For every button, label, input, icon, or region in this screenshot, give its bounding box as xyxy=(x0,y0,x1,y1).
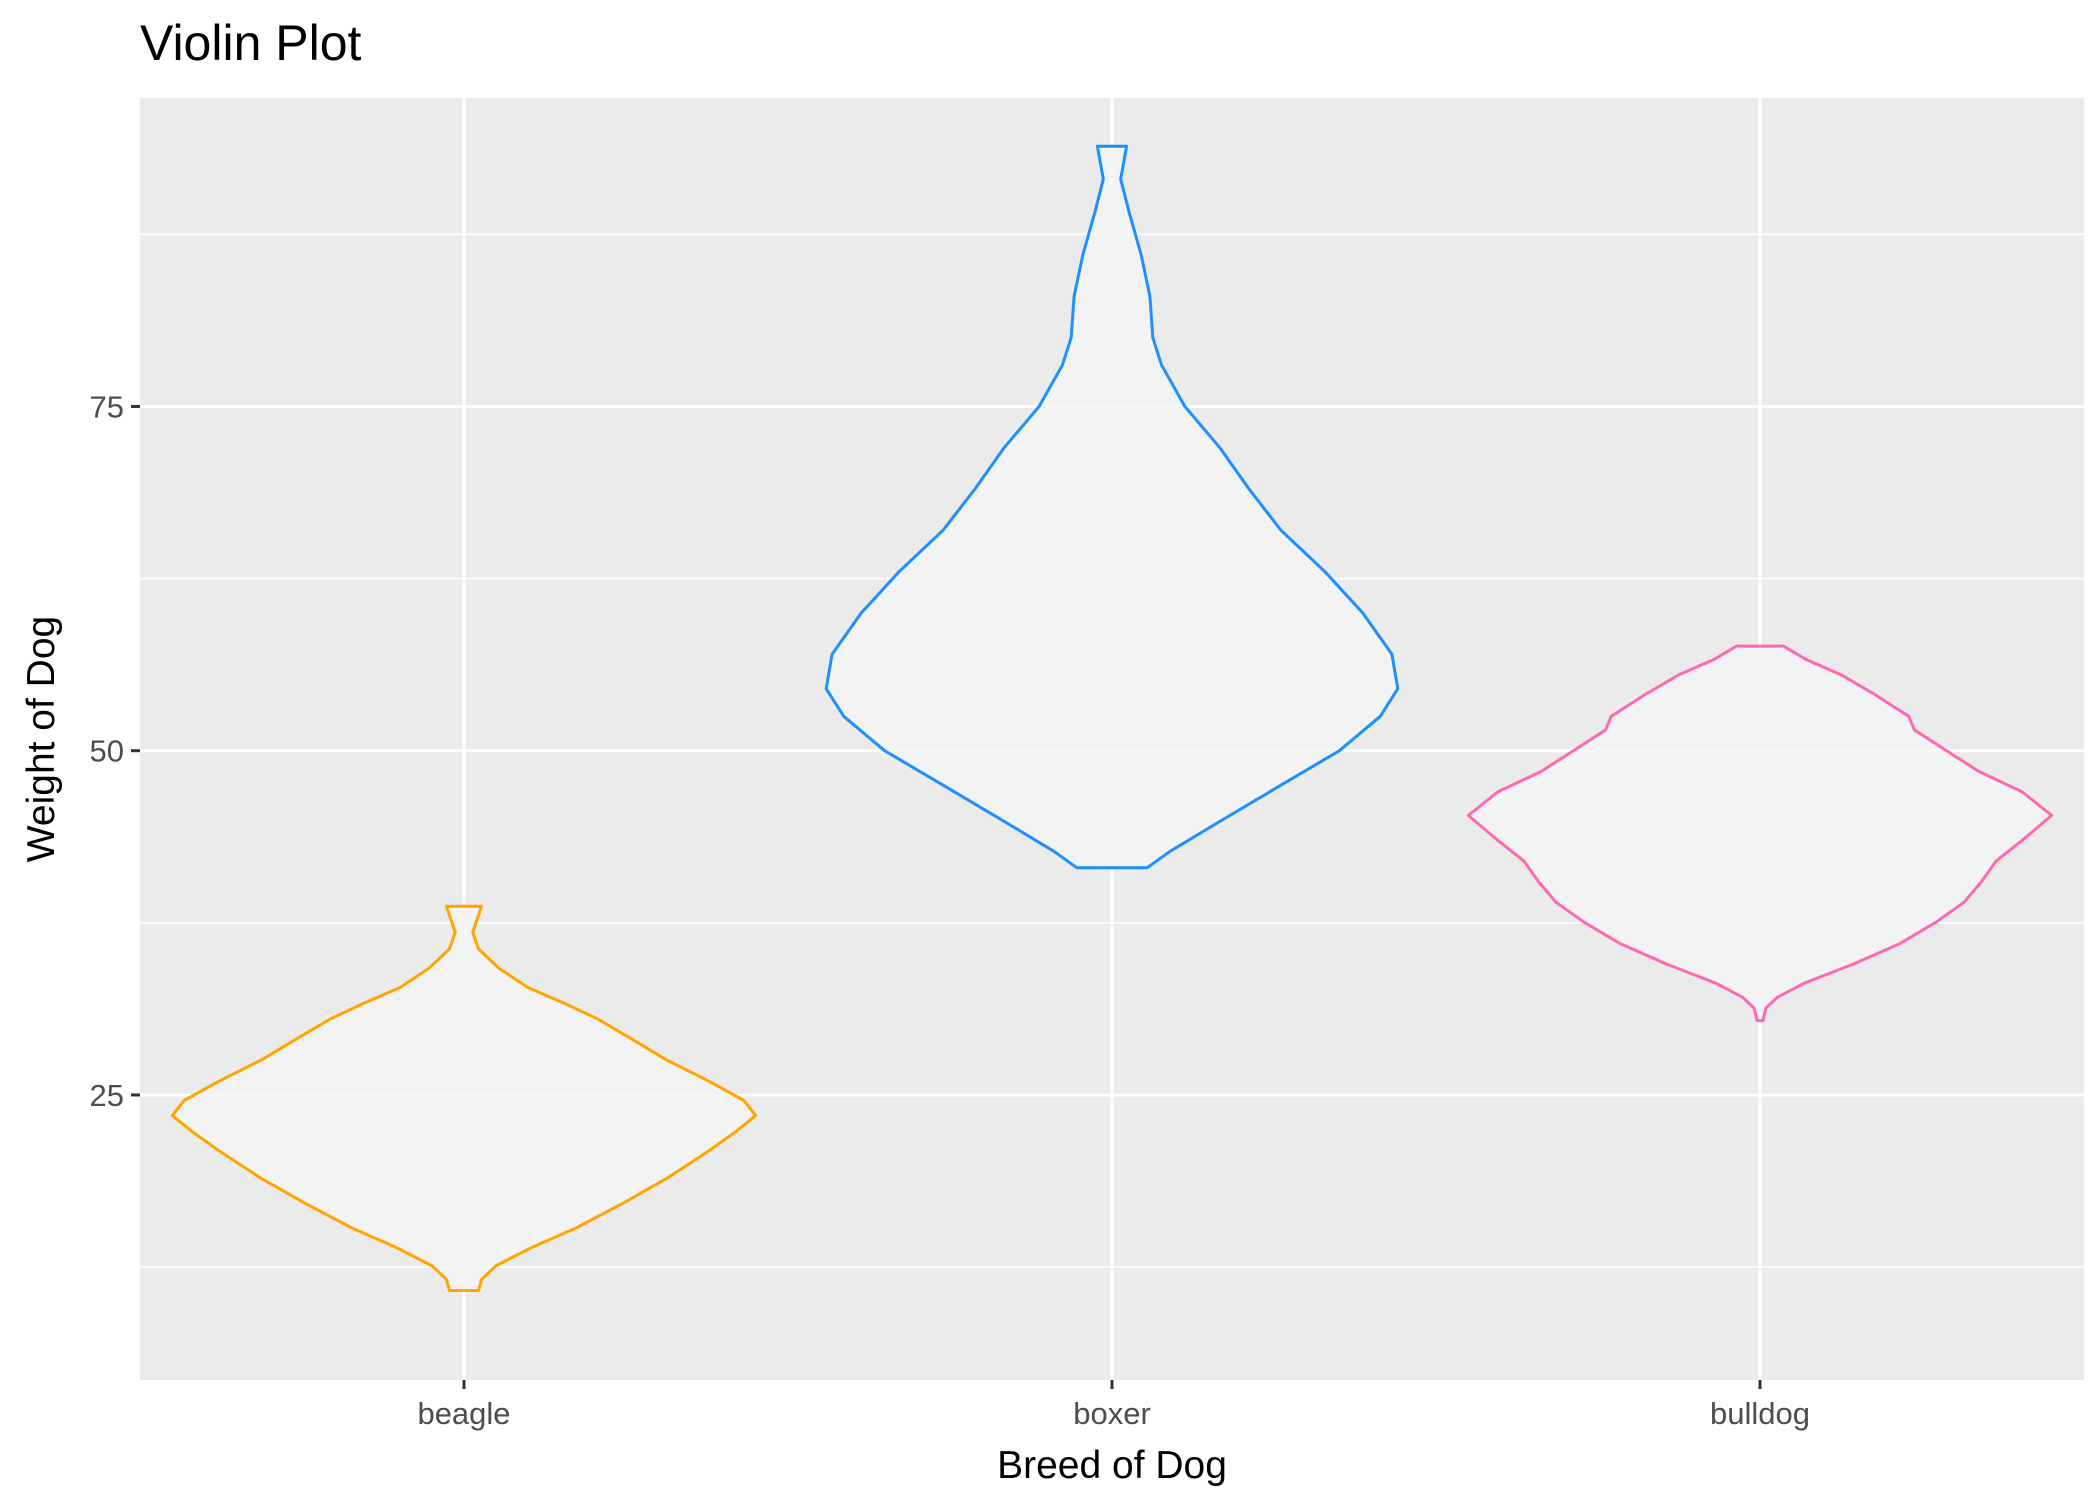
x-tick-label: beagle xyxy=(417,1396,510,1431)
x-tick-label: bulldog xyxy=(1710,1396,1810,1431)
violin-beagle xyxy=(170,904,758,1292)
y-tick-label: 50 xyxy=(90,734,124,769)
violins xyxy=(170,144,2054,1292)
chart-title: Violin Plot xyxy=(140,15,362,71)
y-tick-label: 75 xyxy=(90,389,124,424)
violin-boxer xyxy=(824,144,1400,870)
x-axis-title: Breed of Dog xyxy=(997,1444,1227,1487)
y-axis-title: Weight of Dog xyxy=(20,616,63,862)
axes: 25 50 75 beagle boxer bulldog xyxy=(90,389,1810,1431)
y-tick-label: 25 xyxy=(90,1078,124,1113)
violin-bulldog xyxy=(1466,644,2054,1023)
x-tick-label: boxer xyxy=(1073,1396,1151,1431)
